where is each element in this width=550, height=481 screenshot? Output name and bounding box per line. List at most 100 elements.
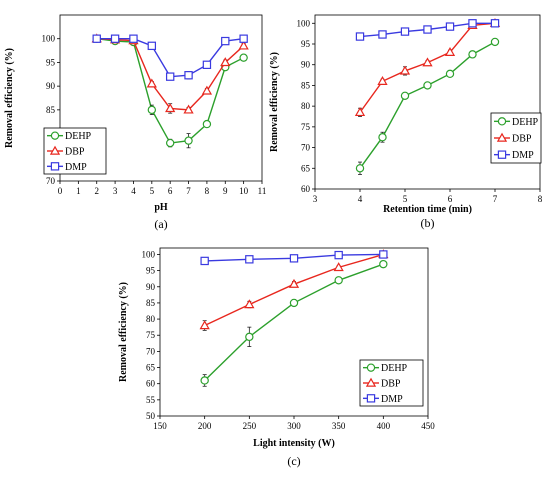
y-tick-label: 65 bbox=[146, 363, 156, 373]
y-tick-label: 95 bbox=[301, 39, 311, 49]
x-tick-label: 3 bbox=[313, 194, 318, 204]
y-tick-label: 100 bbox=[297, 18, 311, 28]
y-axis-label: Removal efficiency (%) bbox=[118, 282, 129, 382]
x-axis-label: pH bbox=[154, 202, 168, 213]
x-tick-label: 7 bbox=[493, 194, 498, 204]
x-tick-label: 4 bbox=[131, 186, 136, 196]
data-point bbox=[355, 32, 365, 41]
data-point bbox=[146, 78, 157, 88]
data-point bbox=[468, 19, 477, 28]
y-tick-label: 55 bbox=[146, 395, 156, 405]
data-point bbox=[334, 276, 343, 285]
x-tick-label: 5 bbox=[150, 186, 155, 196]
data-point bbox=[334, 250, 343, 260]
data-point bbox=[468, 50, 477, 59]
data-point bbox=[239, 34, 248, 43]
y-tick-label: 90 bbox=[301, 60, 311, 70]
series-line bbox=[96, 38, 244, 144]
legend-marker bbox=[366, 394, 376, 403]
legend-label: DBP bbox=[512, 134, 532, 145]
data-point bbox=[147, 41, 157, 51]
y-tick-label: 90 bbox=[146, 282, 156, 292]
data-point bbox=[183, 104, 194, 114]
y-tick-label: 75 bbox=[301, 122, 311, 132]
legend-marker bbox=[50, 131, 60, 140]
data-point bbox=[201, 85, 213, 95]
data-point bbox=[200, 376, 209, 385]
x-tick-label: 5 bbox=[403, 194, 408, 204]
y-tick-label: 85 bbox=[146, 298, 156, 308]
legend-label: DMP bbox=[381, 394, 403, 405]
y-tick-label: 60 bbox=[146, 379, 156, 389]
x-tick-label: 400 bbox=[377, 421, 391, 431]
legend-label: DEHP bbox=[512, 117, 539, 128]
data-point bbox=[92, 34, 101, 43]
data-point bbox=[399, 65, 411, 75]
data-point bbox=[110, 34, 120, 43]
y-axis-label: Removal efficiency (%) bbox=[269, 52, 280, 152]
data-point bbox=[165, 138, 175, 148]
series-dehp bbox=[200, 259, 388, 387]
data-point bbox=[490, 19, 500, 28]
data-point bbox=[129, 34, 138, 43]
x-tick-label: 0 bbox=[58, 186, 63, 196]
x-tick-label: 300 bbox=[287, 421, 301, 431]
x-axis-label: Light intensity (W) bbox=[253, 438, 335, 449]
series-dmp bbox=[92, 34, 248, 81]
data-point bbox=[220, 57, 231, 67]
legend-marker bbox=[366, 363, 376, 372]
x-tick-label: 1 bbox=[76, 186, 81, 196]
series-dmp bbox=[200, 250, 388, 266]
legend-label: DBP bbox=[65, 147, 85, 158]
legend-marker bbox=[497, 117, 507, 126]
data-point bbox=[445, 22, 455, 31]
data-point bbox=[184, 71, 193, 80]
legend-label: DEHP bbox=[381, 363, 408, 374]
data-point bbox=[400, 91, 410, 100]
x-axis-label: Retention time (min) bbox=[383, 204, 472, 215]
series-line bbox=[204, 253, 384, 327]
x-tick-label: 7 bbox=[186, 186, 191, 196]
y-tick-label: 85 bbox=[301, 80, 311, 90]
y-tick-label: 75 bbox=[146, 330, 156, 340]
data-point bbox=[239, 53, 248, 62]
y-tick-label: 70 bbox=[146, 346, 156, 356]
panel-label: (b) bbox=[421, 216, 435, 230]
y-tick-label: 80 bbox=[301, 101, 311, 111]
data-point bbox=[147, 105, 157, 115]
y-tick-label: 100 bbox=[142, 249, 156, 259]
data-point bbox=[445, 69, 455, 79]
data-point bbox=[354, 107, 366, 117]
x-tick-label: 350 bbox=[332, 421, 346, 431]
x-tick-label: 8 bbox=[205, 186, 210, 196]
legend-marker bbox=[50, 162, 60, 171]
data-point bbox=[490, 37, 500, 47]
data-point bbox=[422, 57, 433, 67]
data-point bbox=[444, 46, 456, 56]
y-tick-label: 70 bbox=[46, 176, 56, 186]
y-tick-label: 65 bbox=[301, 163, 311, 173]
y-tick-label: 60 bbox=[301, 184, 311, 194]
x-tick-label: 3 bbox=[113, 186, 118, 196]
data-point bbox=[379, 259, 388, 269]
data-point bbox=[165, 72, 175, 81]
legend-label: DBP bbox=[381, 379, 401, 390]
y-tick-label: 70 bbox=[301, 143, 311, 153]
data-point bbox=[202, 119, 212, 129]
data-point bbox=[423, 81, 432, 90]
data-point bbox=[245, 332, 254, 342]
panel-label: (c) bbox=[287, 454, 300, 468]
y-tick-label: 90 bbox=[46, 81, 56, 91]
data-point bbox=[378, 30, 387, 39]
plot-frame bbox=[59, 14, 263, 182]
y-tick-label: 100 bbox=[42, 34, 56, 44]
data-point bbox=[199, 320, 210, 330]
data-point bbox=[289, 298, 299, 308]
data-point bbox=[377, 75, 388, 85]
data-point bbox=[289, 254, 299, 263]
legend-label: DMP bbox=[65, 162, 87, 173]
data-point bbox=[244, 299, 255, 309]
data-point bbox=[333, 262, 344, 272]
data-point bbox=[423, 25, 432, 34]
